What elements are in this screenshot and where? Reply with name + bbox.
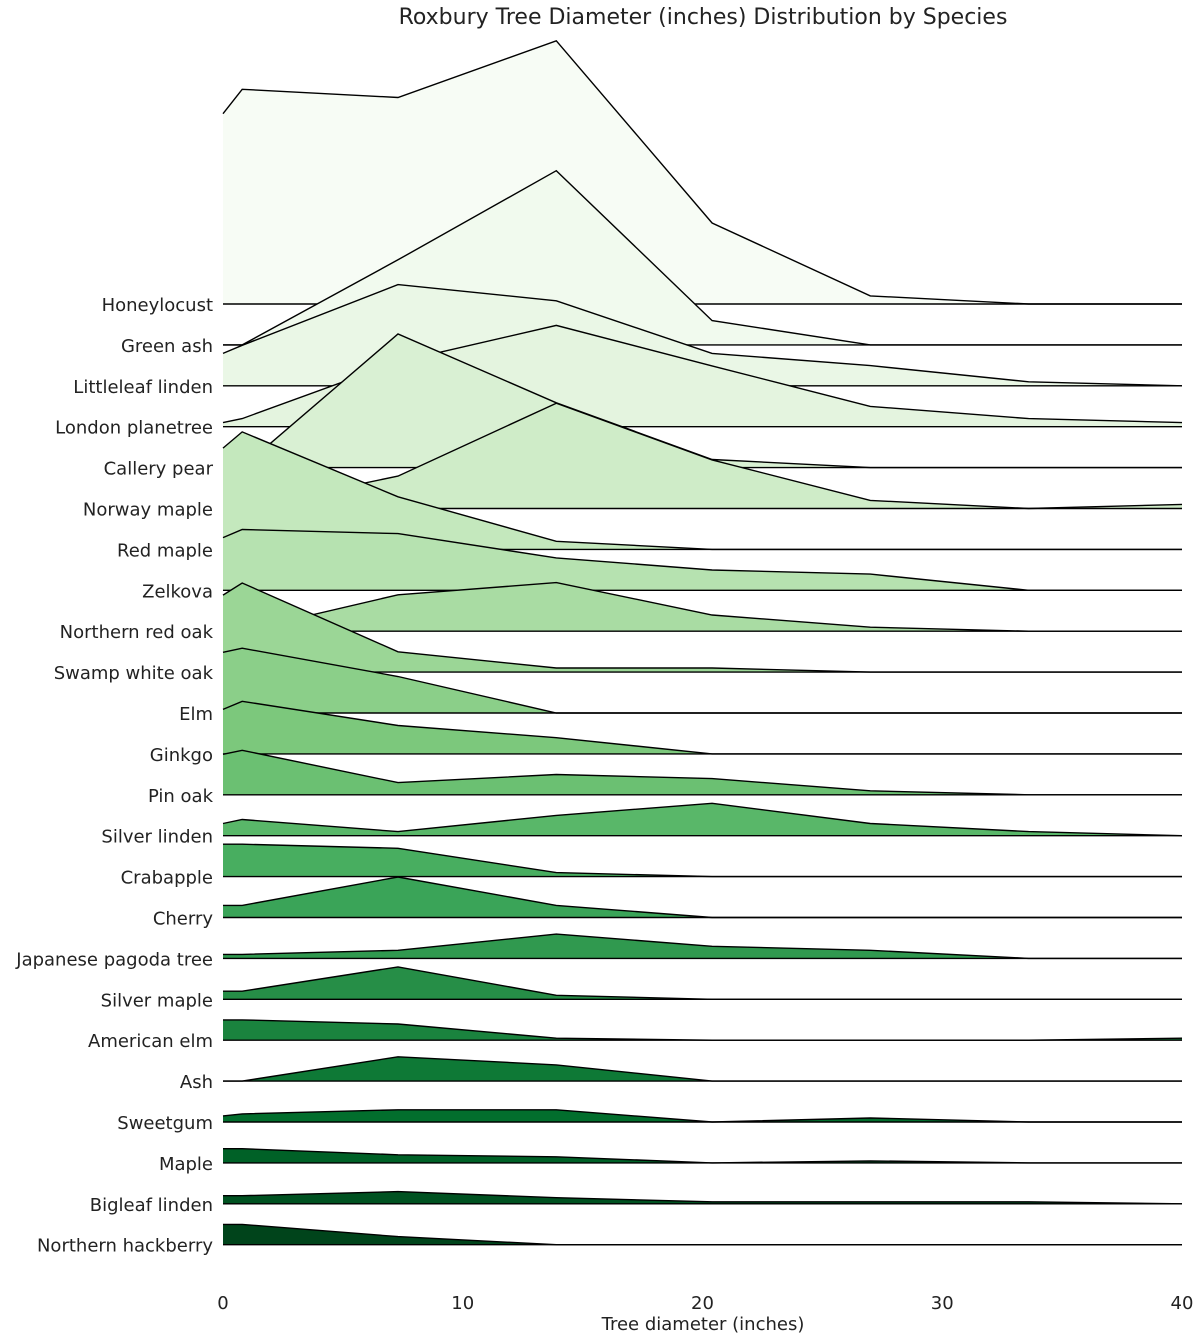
species-label-honeylocust: Honeylocust: [102, 295, 213, 316]
ridge-area-norway-maple: [223, 403, 1182, 509]
species-label-silver-linden: Silver linden: [101, 827, 213, 848]
ridge-northern-hackberry: [223, 1223, 1182, 1246]
species-labels-group: Honeylocust Green ash Littleleaf linden Lon…: [15, 295, 213, 1257]
ridge-area-callery-pear: [223, 334, 1182, 468]
species-label-maple: Maple: [159, 1154, 213, 1175]
species-label-norway-maple: Norway maple: [83, 500, 213, 521]
species-label-silver-maple: Silver maple: [101, 990, 213, 1011]
ridge-crabapple: [223, 843, 1182, 878]
ridge-ginkgo: [222, 700, 1182, 755]
ridge-area-cherry: [223, 877, 1182, 918]
species-label-pin-oak: Pin oak: [148, 786, 214, 807]
species-label-cherry: Cherry: [153, 909, 214, 930]
x-tick-label: 0: [217, 1293, 228, 1314]
species-label-london-planetree: London planetree: [55, 418, 213, 439]
chart-title: Roxbury Tree Diameter (inches) Distribut…: [399, 5, 1008, 30]
species-label-red-maple: Red maple: [117, 540, 213, 561]
species-label-sweetgum: Sweetgum: [117, 1113, 213, 1134]
species-label-bigleaf-linden: Bigleaf linden: [90, 1195, 213, 1216]
ridge-area-silver-linden: [223, 803, 1182, 836]
species-label-littleleaf-linden: Littleleaf linden: [73, 377, 213, 398]
ridge-line-japanese-pagoda-tree: [223, 933, 1182, 960]
ridge-maple: [223, 1147, 1182, 1164]
species-label-crabapple: Crabapple: [121, 868, 213, 889]
ridge-area-zelkova: [223, 529, 1182, 591]
x-tick-label: 40: [1171, 1293, 1194, 1314]
species-label-ginkgo: Ginkgo: [150, 745, 213, 766]
ridge-silver-maple: [223, 966, 1182, 1000]
ridge-area-ash: [223, 1056, 1182, 1082]
ridge-sweetgum: [222, 1109, 1182, 1123]
species-label-ash: Ash: [180, 1072, 213, 1093]
species-label-callery-pear: Callery pear: [104, 459, 214, 480]
ridge-line-honeylocust: [222, 39, 1182, 305]
ridge-line-london-planetree: [222, 324, 1183, 424]
species-label-northern-hackberry: Northern hackberry: [37, 1236, 213, 1257]
ridge-area-american-elm: [223, 1019, 1182, 1041]
x-axis-ticks-group: 0 10 20 30 40: [217, 1293, 1193, 1314]
ridge-area-silver-maple: [223, 966, 1182, 1000]
ridge-bigleaf-linden: [223, 1190, 1183, 1205]
ridge-elm: [222, 647, 1182, 714]
ridge-japanese-pagoda-tree: [223, 933, 1182, 960]
ridge-honeylocust: [222, 39, 1182, 305]
x-tick-label: 20: [691, 1293, 714, 1314]
x-tick-label: 30: [931, 1293, 954, 1314]
x-axis-label: Tree diameter (inches): [601, 1314, 805, 1335]
ridge-line-bigleaf-linden: [223, 1190, 1183, 1205]
ridge-area-elm: [223, 648, 1182, 713]
species-label-swamp-white-oak: Swamp white oak: [54, 663, 214, 684]
species-label-japanese-pagoda-tree: Japanese pagoda tree: [15, 949, 213, 970]
ridge-area-northern-hackberry: [223, 1224, 1182, 1245]
ridge-line-zelkova: [222, 528, 1182, 591]
ridge-area-honeylocust: [223, 40, 1182, 305]
ridge-area-red-maple: [223, 431, 1182, 550]
ridge-cherry: [223, 876, 1182, 919]
ridge-area-sweetgum: [223, 1109, 1182, 1122]
species-label-green-ash: Green ash: [121, 336, 213, 357]
ridge-pin-oak: [222, 749, 1182, 796]
species-label-northern-red-oak: Northern red oak: [60, 622, 214, 643]
species-label-zelkova: Zelkova: [142, 581, 213, 602]
ridge-area-northern-red-oak: [223, 582, 1182, 632]
ridge-ash: [223, 1056, 1182, 1082]
ridge-american-elm: [223, 1019, 1183, 1041]
species-label-elm: Elm: [179, 704, 213, 725]
ridge-line-silver-linden: [222, 802, 1183, 837]
ridge-line-littleleaf-linden: [222, 283, 1183, 387]
ridge-area-ginkgo: [223, 701, 1182, 754]
x-tick-label: 10: [451, 1293, 474, 1314]
ridge-area-maple: [223, 1148, 1182, 1163]
ridge-area-crabapple: [223, 844, 1182, 877]
ridge-zelkova: [222, 528, 1182, 591]
species-label-american-elm: American elm: [88, 1031, 213, 1052]
ridge-silver-linden: [222, 802, 1183, 837]
ridges-group: [222, 39, 1183, 1246]
ridge-area-pin-oak: [223, 750, 1182, 795]
